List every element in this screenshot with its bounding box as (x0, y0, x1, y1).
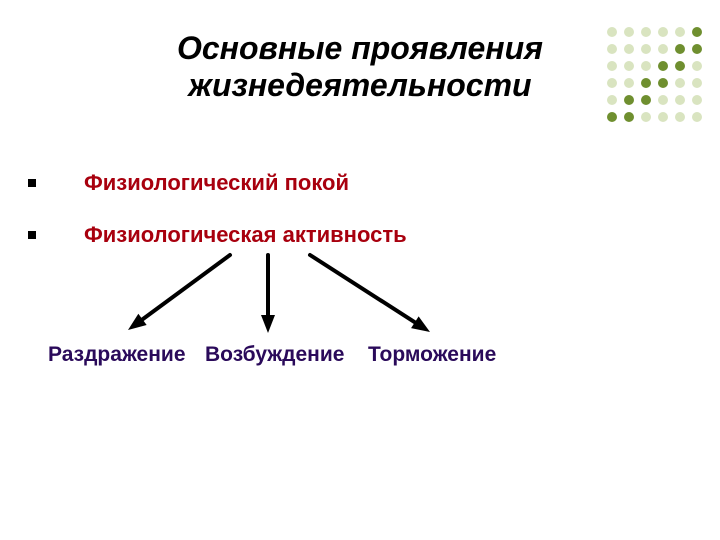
decor-dot (658, 44, 668, 54)
decor-dot (624, 95, 634, 105)
decor-dot (658, 78, 668, 88)
decor-dot (641, 112, 651, 122)
decor-dot (641, 44, 651, 54)
decor-dot (692, 27, 702, 37)
title-line2: жизнедеятельности (188, 67, 531, 103)
bullet-text-2: Физиологическая активность (84, 222, 407, 248)
decor-dot (692, 95, 702, 105)
decor-dot (641, 95, 651, 105)
bullet-item-2: Физиологическая активность (28, 222, 407, 248)
decor-dot (658, 61, 668, 71)
decor-dot (607, 44, 617, 54)
decor-dot (675, 27, 685, 37)
decor-dot (658, 112, 668, 122)
bullet-text-1: Физиологический покой (84, 170, 349, 196)
decor-dot (675, 61, 685, 71)
sub-label-3: Торможение (368, 343, 496, 367)
decor-dot (692, 61, 702, 71)
decor-dot (641, 61, 651, 71)
decor-dot (658, 27, 668, 37)
decor-dot (675, 78, 685, 88)
decor-dot (675, 95, 685, 105)
decor-dot (692, 44, 702, 54)
decor-dot (675, 112, 685, 122)
decor-dot (607, 27, 617, 37)
decor-dot (641, 27, 651, 37)
square-bullet-icon (28, 179, 36, 187)
sub-label-2: Возбуждение (205, 343, 344, 367)
decor-dot (624, 78, 634, 88)
decor-dot (607, 61, 617, 71)
decor-dot (692, 112, 702, 122)
decor-dot (692, 78, 702, 88)
decor-dot (675, 44, 685, 54)
decor-dot (658, 95, 668, 105)
title-line1: Основные проявления (177, 30, 543, 66)
bullet-item-1: Физиологический покой (28, 170, 349, 196)
decor-dot (624, 44, 634, 54)
decor-dot (624, 27, 634, 37)
sub-label-1: Раздражение (48, 343, 186, 367)
decor-dot (624, 112, 634, 122)
decor-dot (624, 61, 634, 71)
decor-dot (641, 78, 651, 88)
decor-dot (607, 95, 617, 105)
decor-dot (607, 112, 617, 122)
decorative-dot-grid (607, 27, 709, 129)
square-bullet-icon (28, 231, 36, 239)
decor-dot (607, 78, 617, 88)
